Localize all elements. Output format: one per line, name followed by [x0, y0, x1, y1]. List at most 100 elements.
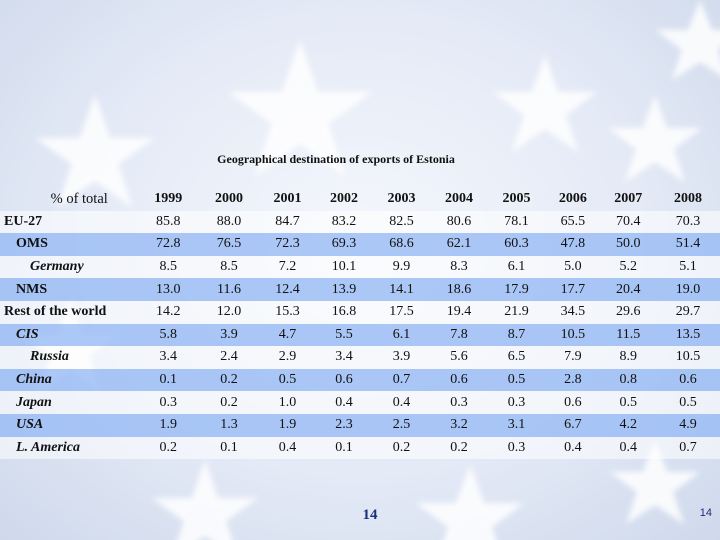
table-cell: 13.9	[315, 278, 373, 301]
table-row: USA 1.9 1.3 1.9 2.3 2.5 3.2 3.1 6.7 4.2 …	[0, 413, 720, 437]
table-cell: 5.6	[430, 346, 488, 369]
table-cell: 6.5	[487, 346, 546, 369]
table-cell: 3.9	[198, 323, 260, 347]
table-cell: 29.6	[600, 300, 656, 324]
table-row: Germany 8.5 8.5 7.2 10.1 9.9 8.3 6.1 5.0…	[0, 255, 720, 279]
row-label: Russia	[0, 346, 139, 369]
row-label: Rest of the world	[0, 300, 139, 324]
table-row: NMS 13.0 11.6 12.4 13.9 14.1 18.6 17.9 1…	[0, 278, 720, 301]
table-cell: 51.4	[655, 233, 720, 256]
table-cell: 2.8	[545, 368, 601, 392]
table-cell: 0.2	[198, 391, 260, 414]
table-cell: 0.7	[372, 368, 431, 392]
table-cell: 0.6	[315, 368, 373, 392]
table-cell: 17.5	[372, 300, 431, 324]
year-header: 2008	[673, 191, 702, 207]
table-cell: 68.6	[372, 233, 431, 256]
table-cell: 0.3	[487, 436, 546, 460]
table-cell: 82.5	[372, 210, 431, 234]
table-cell: 62.1	[430, 233, 488, 256]
corner-page-number: 14	[699, 507, 712, 519]
table-cell: 14.1	[372, 278, 431, 301]
row-label: Germany	[0, 255, 139, 279]
table-cell: 17.7	[545, 278, 601, 301]
row-label: China	[0, 368, 139, 392]
row-label: OMS	[0, 233, 139, 256]
table-cell: 78.1	[487, 210, 546, 234]
table-cell: 3.4	[138, 346, 199, 369]
table-cell: 17.9	[487, 278, 546, 301]
table-cell: 21.9	[487, 300, 546, 324]
table-cell: 7.9	[545, 346, 601, 369]
year-header: 1999	[154, 191, 183, 207]
table-row: Japan 0.3 0.2 1.0 0.4 0.4 0.3 0.3 0.6 0.…	[0, 391, 720, 414]
table-cell: 88.0	[198, 210, 260, 234]
table-cell: 70.4	[600, 210, 656, 234]
table-cell: 0.3	[138, 391, 199, 414]
table-cell: 2.3	[315, 413, 373, 437]
table-cell: 10.5	[545, 323, 601, 347]
table-cell: 60.3	[487, 233, 546, 256]
row-label: Japan	[0, 391, 139, 414]
table-cell: 0.2	[138, 436, 199, 460]
table-cell: 19.4	[430, 300, 488, 324]
table-cell: 3.9	[372, 346, 431, 369]
star-icon	[152, 460, 258, 540]
page-number: 14	[362, 507, 378, 523]
table-cell: 5.1	[655, 255, 720, 279]
table-cell: 85.8	[138, 210, 199, 234]
table-cell: 0.2	[430, 436, 488, 460]
table-cell: 1.3	[198, 413, 260, 437]
table-cell: 72.3	[259, 233, 316, 256]
table-cell: 14.2	[138, 300, 199, 324]
table-cell: 6.7	[545, 413, 601, 437]
table-cell: 4.2	[600, 413, 656, 437]
table-cell: 84.7	[259, 210, 316, 234]
year-header: 2005	[502, 191, 531, 207]
table-cell: 15.3	[259, 300, 316, 324]
table-cell: 13.0	[138, 278, 199, 301]
table-cell: 80.6	[430, 210, 488, 234]
table-cell: 20.4	[600, 278, 656, 301]
table-cell: 72.8	[138, 233, 199, 256]
table-cell: 1.9	[259, 413, 316, 437]
table-cell: 16.8	[315, 300, 373, 324]
table-cell: 18.6	[430, 278, 488, 301]
table-cell: 47.8	[545, 233, 601, 256]
table-cell: 12.0	[198, 300, 260, 324]
table-cell: 11.5	[600, 323, 656, 347]
table-cell: 11.6	[198, 278, 260, 301]
table-cell: 0.2	[198, 368, 260, 392]
star-icon	[656, 0, 720, 80]
year-header: 2003	[387, 191, 416, 207]
table-cell: 0.6	[430, 368, 488, 392]
table-cell: 8.5	[138, 255, 199, 279]
table-cell: 12.4	[259, 278, 316, 301]
table-cell: 3.2	[430, 413, 488, 437]
table-cell: 5.8	[138, 323, 199, 347]
row-label: CIS	[0, 323, 139, 347]
table-cell: 5.5	[315, 323, 373, 347]
table-cell: 8.5	[198, 255, 260, 279]
table-cell: 29.7	[655, 300, 720, 324]
table-cell: 8.7	[487, 323, 546, 347]
table-cell: 0.1	[138, 368, 199, 392]
table-cell: 0.5	[259, 368, 316, 392]
table-row: CIS 5.8 3.9 4.7 5.5 6.1 7.8 8.7 10.5 11.…	[0, 323, 720, 347]
year-header: 2000	[214, 191, 243, 207]
table-cell: 5.0	[545, 255, 601, 279]
year-header: 2007	[614, 191, 643, 207]
table-cell: 9.9	[372, 255, 431, 279]
table-cell: 6.1	[372, 323, 431, 347]
table-cell: 4.9	[655, 413, 720, 437]
star-icon	[416, 465, 524, 540]
table-cell: 0.3	[430, 391, 488, 414]
star-icon	[493, 55, 597, 152]
table-header-row: % of total 1999 2000 2001 2002 2003 2004…	[0, 188, 720, 211]
row-label: NMS	[0, 278, 139, 301]
star-icon	[35, 95, 155, 207]
table-cell: 0.5	[600, 391, 656, 414]
table-cell: 0.6	[545, 391, 601, 414]
table-cell: 2.9	[259, 346, 316, 369]
table-row: OMS 72.8 76.5 72.3 69.3 68.6 62.1 60.3 4…	[0, 233, 720, 256]
